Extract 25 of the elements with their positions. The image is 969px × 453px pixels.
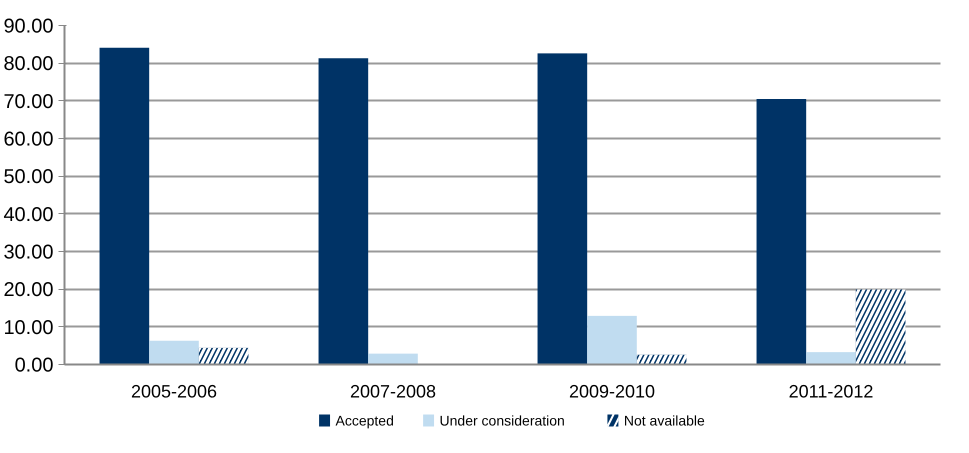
bar — [368, 354, 418, 364]
legend-label: Under consideration — [440, 412, 565, 428]
bar — [756, 98, 806, 364]
y-tick-label: 40.00 — [3, 204, 54, 226]
bar — [318, 58, 368, 364]
bar — [806, 352, 856, 364]
bar — [538, 53, 588, 364]
bar — [100, 48, 150, 364]
legend-label: Accepted — [336, 412, 394, 428]
bar — [149, 340, 199, 364]
y-tick-label: 70.00 — [3, 90, 54, 113]
bar — [587, 316, 637, 364]
x-tick-label: 2011-2012 — [788, 382, 874, 402]
y-tick-label: 80.00 — [3, 53, 54, 76]
x-tick-label: 2007-2008 — [350, 382, 436, 402]
y-tick-label: 50.00 — [3, 166, 54, 188]
y-tick-label: 90.00 — [3, 16, 54, 38]
x-tick-label: 2005-2006 — [130, 382, 218, 402]
legend-label: Not available — [624, 412, 706, 428]
y-tick-label: 20.00 — [3, 279, 54, 302]
y-tick-label: 60.00 — [3, 128, 54, 150]
y-tick-label: 0.00 — [14, 354, 54, 376]
y-tick-label: 30.00 — [3, 242, 54, 264]
x-tick-label: 2009-2010 — [568, 382, 656, 402]
y-tick-label: 10.00 — [3, 316, 54, 339]
